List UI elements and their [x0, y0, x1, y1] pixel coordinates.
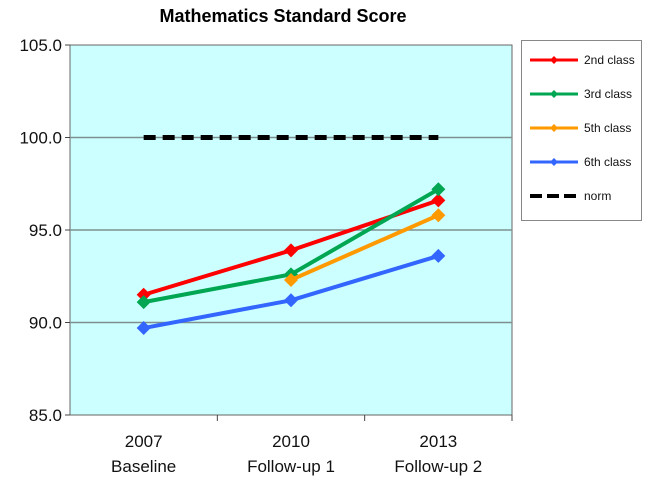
data-point — [431, 248, 446, 263]
y-tick-label: 85.0 — [29, 406, 62, 425]
data-point — [284, 293, 298, 308]
legend-label: 2nd class — [584, 53, 635, 67]
legend-swatch — [530, 158, 578, 166]
legend-marker — [550, 90, 558, 98]
y-tick-label: 90.0 — [29, 314, 62, 333]
data-point — [284, 272, 298, 287]
data-point — [136, 295, 151, 310]
legend-item: 6th class — [530, 155, 631, 169]
chart-title: Mathematics Standard Score — [159, 6, 406, 26]
y-tick-label: 95.0 — [29, 221, 62, 240]
legend-marker — [550, 56, 558, 64]
x-tick-label: 2013 — [419, 432, 457, 451]
legend: 2nd class 3rd class 5th class 6th class norm — [521, 40, 642, 221]
legend-item: 2nd class — [530, 53, 635, 67]
data-point — [284, 243, 298, 258]
data-point — [136, 287, 151, 302]
data-point — [136, 321, 151, 336]
legend-marker — [550, 158, 558, 166]
legend-swatch — [530, 124, 578, 132]
x-tick-label: 2010 — [272, 432, 310, 451]
data-point — [431, 193, 446, 208]
x-tick-label: Baseline — [111, 457, 176, 476]
x-tick-label: Follow-up 1 — [247, 457, 335, 476]
legend-swatch — [530, 56, 578, 64]
series-line-5th-class — [290, 213, 440, 282]
legend-label: 5th class — [584, 121, 632, 135]
y-tick-label: 100.0 — [19, 129, 62, 148]
legend-label: norm — [584, 189, 612, 203]
data-point — [431, 182, 446, 197]
legend-label: 6th class — [584, 155, 632, 169]
x-tick-label: 2007 — [125, 432, 163, 451]
y-tick-label: 105.0 — [19, 36, 62, 55]
legend-marker — [550, 124, 558, 132]
legend-label: 3rd class — [584, 87, 633, 101]
legend-item: 5th class — [530, 121, 631, 135]
legend-item: norm — [530, 189, 611, 203]
legend-swatch — [530, 194, 578, 198]
x-tick-label: Follow-up 2 — [394, 457, 482, 476]
legend-swatch — [530, 90, 578, 98]
legend-item: 3rd class — [530, 87, 632, 101]
data-point — [431, 208, 446, 223]
